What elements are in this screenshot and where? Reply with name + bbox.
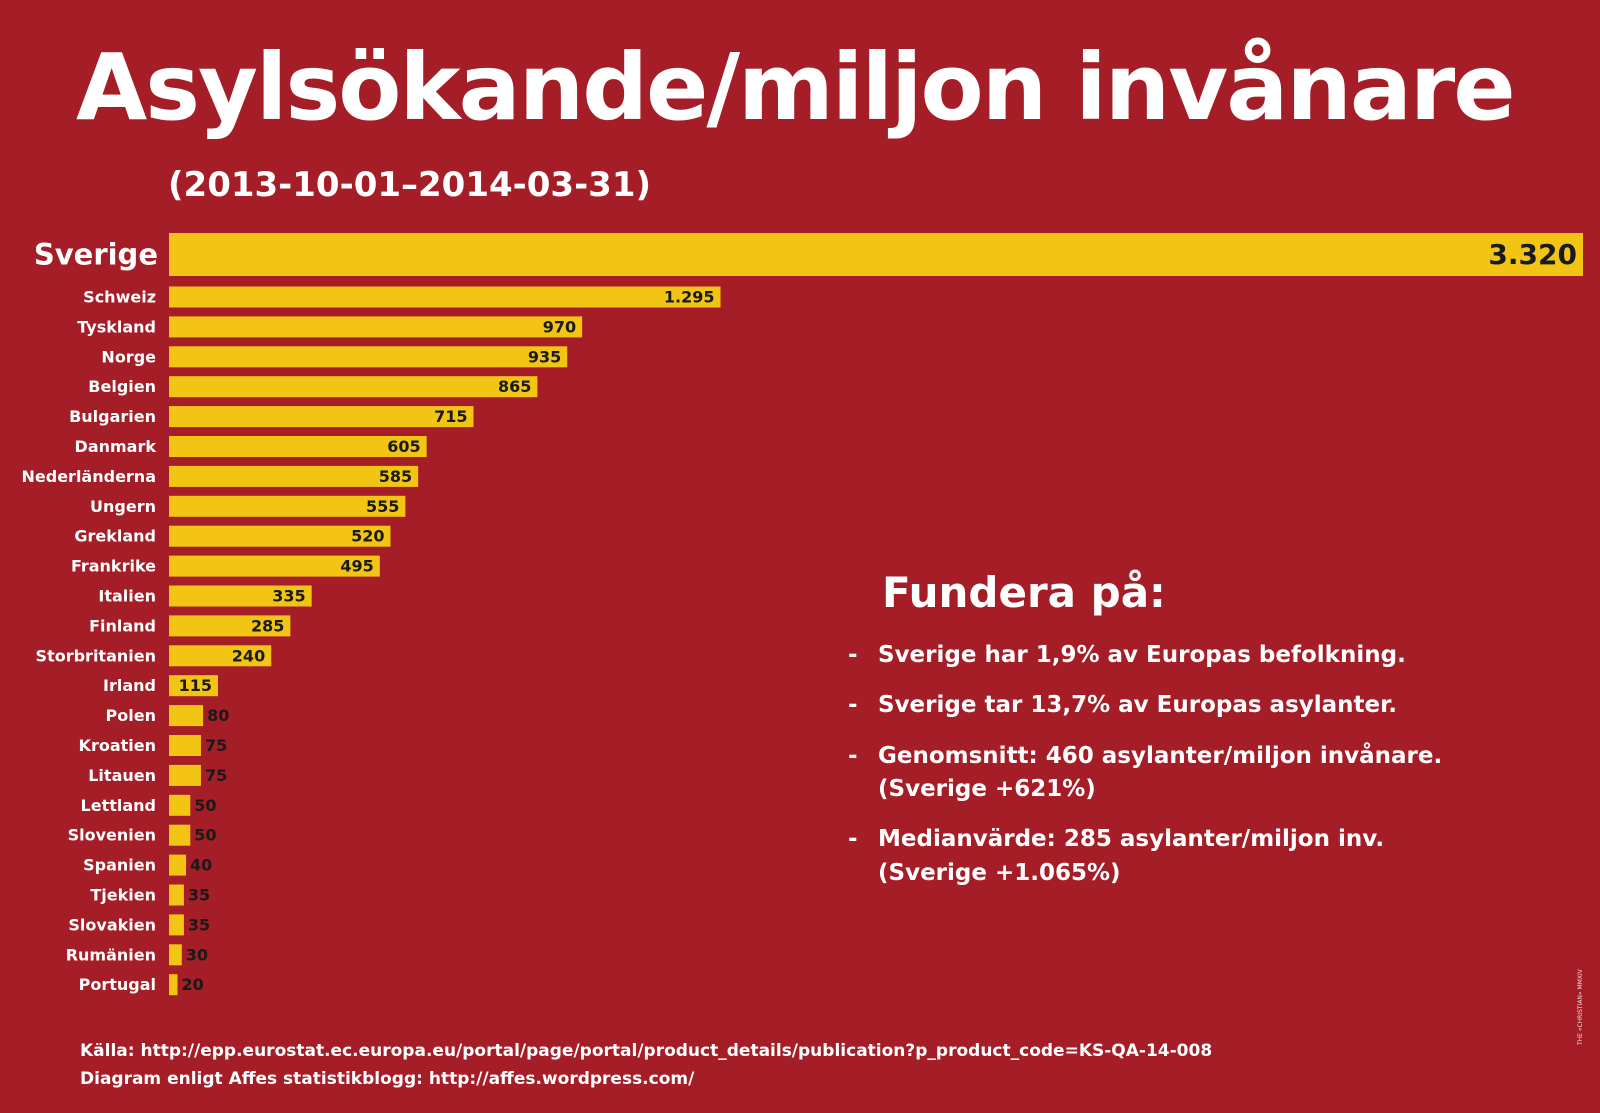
bar-lettland [169, 794, 191, 816]
category-label: Sverige [34, 238, 158, 272]
bar-sverige [169, 233, 1583, 276]
bar-tjekien [169, 884, 184, 906]
bar-nederländerna [169, 465, 419, 487]
value-label: 240 [232, 646, 265, 665]
category-label: Storbritanien [36, 646, 156, 665]
value-label: 40 [190, 856, 212, 875]
value-label: 50 [194, 826, 216, 845]
bar-kroatien [169, 735, 201, 756]
source-text: Källa: http://epp.eurostat.ec.europa.eu/… [80, 1041, 1213, 1061]
category-label: Tyskland [77, 317, 156, 336]
value-label: 50 [194, 796, 216, 815]
category-label: Polen [106, 706, 156, 725]
side-credit: THE «CHRISTIAN» MMXIV [1577, 969, 1584, 1045]
bar-ungern [169, 495, 406, 517]
bar-italien [169, 585, 312, 607]
note-dash: - [848, 826, 858, 853]
bar-litauen [169, 764, 201, 786]
note-text: Genomsnitt: 460 asylanter/miljon invånar… [878, 742, 1443, 803]
note-dash: - [848, 642, 858, 668]
value-label: 35 [188, 886, 210, 905]
value-label: 3.320 [1488, 238, 1577, 271]
bar-irland [169, 675, 218, 697]
bar-finland [169, 615, 291, 637]
notes-panel: Fundera på: - Sverige har 1,9% av Europa… [848, 568, 1568, 907]
value-label: 80 [207, 706, 229, 725]
category-label: Frankrike [71, 557, 156, 576]
note-item: - Sverige tar 13,7% av Europas asylanter… [848, 689, 1568, 722]
category-label: Irland [103, 676, 156, 695]
category-label: Slovakien [68, 915, 156, 934]
bar-norge [169, 346, 568, 368]
bar-belgien [169, 376, 538, 398]
note-item: - Sverige har 1,9% av Europas befolkning… [848, 639, 1568, 672]
bar-schweiz [169, 286, 721, 308]
bar-chart: Sverige 3.320 Schweiz 1.295 Tyskland 970 Norge… [22, 233, 1583, 996]
value-label: 865 [498, 377, 531, 396]
bar-rumänien [169, 944, 182, 966]
category-label: Danmark [75, 437, 157, 456]
category-label: Lettland [81, 796, 156, 815]
value-label: 555 [366, 497, 399, 516]
bar-bulgarien [169, 406, 474, 428]
category-label: Bulgarien [69, 407, 156, 426]
bar-slovakien [169, 914, 184, 936]
note-text: Sverige har 1,9% av Europas befolkning. [878, 642, 1406, 668]
value-label: 75 [205, 766, 227, 785]
value-label: 75 [205, 736, 227, 755]
value-label: 335 [272, 587, 305, 606]
note-text: Medianvärde: 285 asylanter/miljon inv. (… [878, 826, 1385, 886]
bar-danmark [169, 436, 427, 457]
category-label: Spanien [83, 856, 156, 875]
category-label: Slovenien [68, 826, 156, 845]
category-label: Litauen [88, 766, 156, 785]
note-item: - Medianvärde: 285 asylanter/miljon inv.… [848, 823, 1568, 890]
value-label: 605 [387, 437, 420, 456]
value-label: 935 [528, 347, 561, 366]
notes-title: Fundera på: [882, 568, 1166, 617]
chart-subtitle: (2013-10-01–2014-03-31) [168, 165, 652, 205]
value-label: 585 [379, 467, 412, 486]
note-dash: - [848, 692, 858, 719]
value-label: 495 [340, 557, 373, 576]
note-text: Sverige tar 13,7% av Europas asylanter. [878, 692, 1397, 719]
category-label: Tjekien [90, 886, 156, 905]
value-label: 35 [188, 915, 210, 934]
value-label: 970 [543, 317, 576, 336]
category-label: Norge [101, 347, 156, 366]
value-label: 715 [434, 407, 467, 426]
category-label: Rumänien [66, 945, 156, 964]
category-label: Nederländerna [22, 467, 157, 486]
bar-spanien [169, 854, 187, 876]
note-dash: - [848, 742, 858, 769]
bar-polen [169, 705, 204, 727]
footer: Källa: http://epp.eurostat.ec.europa.eu/… [80, 1037, 1212, 1093]
value-label: 285 [251, 616, 284, 635]
category-label: Kroatien [79, 736, 156, 755]
value-label: 520 [351, 527, 384, 546]
category-label: Finland [89, 616, 156, 635]
note-item: - Genomsnitt: 460 asylanter/miljon invån… [848, 740, 1568, 807]
category-label: Schweiz [83, 288, 156, 307]
bar-grekland [169, 525, 391, 547]
bar-portugal [169, 974, 178, 996]
bar-tyskland [169, 316, 583, 338]
chart-title: Asylsökande/miljon invånare [76, 34, 1516, 141]
category-label: Italien [98, 587, 156, 606]
bar-slovenien [169, 824, 191, 846]
category-label: Grekland [74, 527, 156, 546]
category-label: Belgien [88, 377, 156, 396]
category-label: Ungern [90, 497, 156, 516]
bar-frankrike [169, 555, 380, 577]
value-label: 115 [179, 676, 212, 695]
category-label: Portugal [79, 975, 156, 994]
value-label: 1.295 [664, 288, 715, 307]
value-label: 30 [186, 945, 208, 964]
bar-storbritanien [169, 645, 272, 667]
value-label: 20 [182, 975, 204, 994]
credit-text: Diagram enligt Affes statistikblogg: htt… [80, 1069, 695, 1090]
